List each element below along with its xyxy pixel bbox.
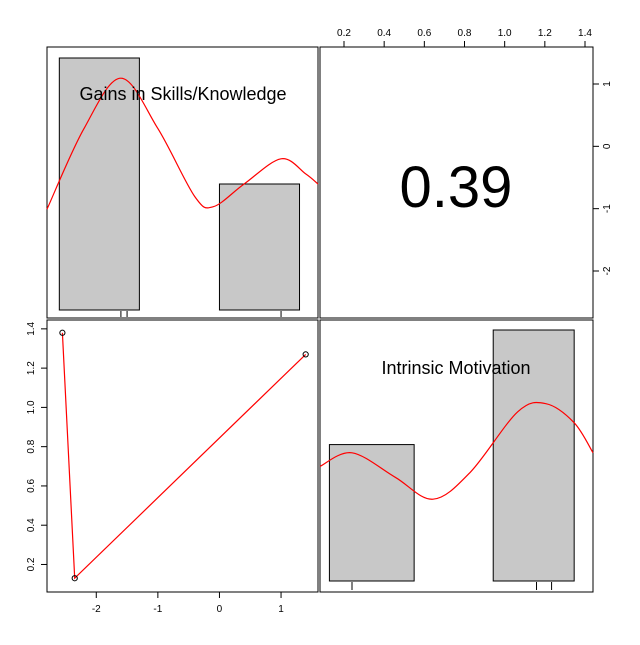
bottom-right-bars [328,329,575,582]
top-axis: 0.2 0.4 0.6 0.8 1.0 1.2 1.4 [337,28,592,47]
bottom-right-bar-1 [492,329,575,582]
top-axis-label-6: 1.4 [578,28,592,39]
top-axis-label-4: 1.0 [498,28,512,39]
bottom-axis-label-0: -2 [92,604,101,615]
right-axis-label-3: -2 [602,266,613,275]
bottom-right-rug [351,582,553,590]
bottom-axis-label-3: 1 [278,604,284,615]
left-axis-label-5: 1.2 [26,361,37,375]
panel-bottom-left-frame [46,319,319,593]
panel-bottom-right-frame [319,319,594,593]
bottom-axis-label-1: -1 [153,604,162,615]
left-axis-label-6: 1.4 [26,321,37,335]
left-axis-label-4: 1.0 [26,400,37,414]
left-axis-label-0: 0.2 [26,557,37,571]
top-axis-label-3: 0.8 [458,28,472,39]
top-axis-label-5: 1.2 [538,28,552,39]
top-axis-label-1: 0.4 [377,28,391,39]
bottom-right-title: Intrinsic Motivation [381,358,530,378]
top-left-density-curve [46,77,319,210]
bottom-left-fit-line [61,332,307,580]
bottom-left-point-1 [71,575,78,582]
correlation-value: 0.39 [400,155,513,220]
bottom-left-fit-polyline [61,332,307,580]
bottom-right-bar-0 [328,444,415,582]
right-axis: 1 0 -1 -2 [593,81,613,275]
top-left-title: Gains in Skills/Knowledge [79,84,286,104]
bottom-right-density [319,401,594,500]
right-axis-label-1: 0 [602,143,613,149]
right-axis-label-2: -1 [602,204,613,213]
bottom-left-point-0 [59,329,66,336]
bottom-axis-label-2: 0 [217,604,223,615]
top-left-bar-1 [218,183,301,311]
top-axis-label-2: 0.6 [417,28,431,39]
panel-top-right-frame [319,46,594,319]
bottom-left-axes: 0.2 0.4 0.6 0.8 1.0 1.2 1.4 -2 -1 0 1 [26,321,284,615]
top-axis-label-0: 0.2 [337,28,351,39]
right-axis-label-0: 1 [602,81,613,87]
bottom-right-density-curve [319,401,594,500]
top-left-rug [120,311,282,317]
left-axis-label-1: 0.4 [26,518,37,532]
left-axis-label-2: 0.6 [26,479,37,493]
top-left-density [46,77,319,210]
bottom-left-point-2 [302,351,309,358]
bottom-left-points [59,329,309,582]
panel-top-left-frame [46,46,319,319]
left-axis-label-3: 0.8 [26,439,37,453]
